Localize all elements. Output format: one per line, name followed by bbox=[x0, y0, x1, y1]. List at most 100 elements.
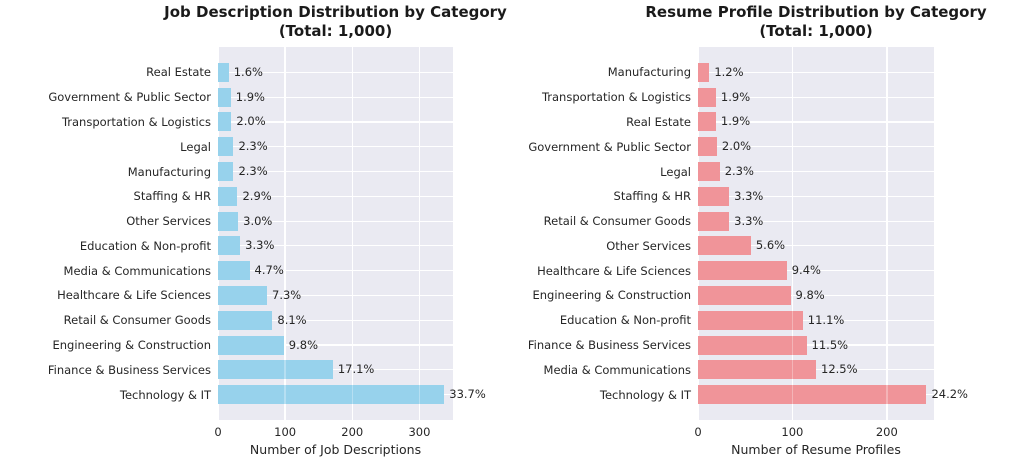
category-label-manufacturing: Manufacturing bbox=[127, 164, 211, 179]
bar-healthcare-and-life-sciences bbox=[218, 285, 267, 305]
x-tick-label: 0 bbox=[214, 425, 222, 439]
bar-education-and-non-profit bbox=[218, 236, 241, 256]
chart-job-description-distribution: Job Description Distribution by Category… bbox=[47, 3, 507, 457]
gridline-horizontal bbox=[218, 344, 453, 346]
chart-title-block: Resume Profile Distribution by Category … bbox=[645, 3, 986, 41]
bar-education-and-non-profit bbox=[698, 310, 803, 330]
bar-value-label: 4.7% bbox=[254, 263, 284, 278]
bar-value-label: 1.9% bbox=[720, 89, 751, 104]
bar-media-and-communications bbox=[218, 261, 250, 281]
bar-value-label: 2.9% bbox=[242, 188, 272, 203]
bar-value-label: 3.3% bbox=[734, 188, 764, 203]
bar-value-label: 3.3% bbox=[245, 238, 275, 253]
category-label-education-and-non-profit: Education & Non-profit bbox=[79, 238, 211, 253]
bar-value-label: 7.3% bbox=[272, 287, 302, 302]
bar-value-label: 8.1% bbox=[277, 312, 307, 327]
gridline-horizontal bbox=[218, 369, 453, 371]
gridline-vertical bbox=[351, 47, 354, 420]
gridline-horizontal bbox=[218, 195, 453, 197]
category-label-staffing-and-hr: Staffing & HR bbox=[133, 189, 211, 204]
gridline-vertical-overlay bbox=[351, 47, 354, 420]
bar-technology-and-it bbox=[218, 385, 445, 405]
chart-subtitle: (Total: 1,000) bbox=[278, 22, 393, 40]
bar-value-label: 17.1% bbox=[337, 362, 375, 377]
gridline-horizontal bbox=[218, 146, 453, 148]
bar-value-label: 1.9% bbox=[720, 114, 751, 129]
category-label-legal: Legal bbox=[660, 164, 691, 179]
bar-value-label: 1.2% bbox=[714, 64, 744, 79]
category-label-real-estate: Real Estate bbox=[626, 114, 691, 129]
bar-real-estate bbox=[698, 112, 716, 132]
gridline-vertical-overlay bbox=[418, 47, 421, 420]
gridline-vertical bbox=[217, 47, 219, 420]
x-axis-label: Number of Resume Profiles bbox=[731, 442, 901, 457]
category-label-media-and-communications: Media & Communications bbox=[63, 263, 211, 278]
gridline-horizontal bbox=[698, 270, 934, 272]
gridline-horizontal bbox=[698, 245, 934, 247]
bar-staffing-and-hr bbox=[218, 186, 238, 206]
gridline-horizontal bbox=[698, 294, 934, 297]
bar-retail-and-consumer-goods bbox=[218, 310, 273, 330]
category-label-retail-and-consumer-goods: Retail & Consumer Goods bbox=[63, 313, 211, 328]
category-label-media-and-communications: Media & Communications bbox=[543, 362, 691, 377]
bar-value-label: 11.1% bbox=[807, 312, 845, 327]
bar-value-label: 5.6% bbox=[755, 238, 786, 253]
bar-retail-and-consumer-goods bbox=[698, 211, 730, 231]
category-label-education-and-non-profit: Education & Non-profit bbox=[559, 313, 691, 328]
bar-value-label: 2.0% bbox=[236, 114, 266, 129]
bar-value-label: 1.6% bbox=[233, 64, 263, 79]
bar-value-label: 24.2% bbox=[931, 387, 968, 402]
gridline-vertical-overlay bbox=[284, 47, 286, 420]
bar-transportation-and-logistics bbox=[218, 112, 232, 132]
category-label-finance-and-business-services: Finance & Business Services bbox=[47, 362, 211, 377]
bar-government-and-public-sector bbox=[698, 137, 717, 157]
gridline-horizontal bbox=[218, 294, 453, 297]
bar-manufacturing bbox=[698, 62, 710, 82]
gridline-horizontal bbox=[698, 369, 934, 371]
category-label-technology-and-it: Technology & IT bbox=[599, 387, 691, 402]
bar-staffing-and-hr bbox=[698, 186, 730, 206]
category-label-other-services: Other Services bbox=[126, 214, 211, 229]
bar-technology-and-it bbox=[698, 385, 927, 405]
x-tick-label: 100 bbox=[781, 425, 804, 439]
gridline-horizontal bbox=[698, 96, 934, 98]
gridline-horizontal bbox=[218, 121, 453, 123]
bar-value-label: 9.8% bbox=[795, 287, 825, 302]
gridline-horizontal bbox=[698, 146, 934, 148]
category-label-engineering-and-construction: Engineering & Construction bbox=[532, 288, 691, 303]
bar-value-label: 2.3% bbox=[238, 164, 268, 179]
bar-value-label: 2.3% bbox=[724, 164, 754, 179]
gridline-vertical bbox=[791, 47, 794, 420]
bar-value-label: 33.7% bbox=[449, 387, 486, 402]
chart-title-block: Job Description Distribution by Category… bbox=[164, 3, 507, 41]
x-axis-label: Number of Job Descriptions bbox=[249, 442, 422, 457]
bar-manufacturing bbox=[218, 162, 234, 182]
bar-engineering-and-construction bbox=[218, 335, 284, 355]
bar-value-label: 9.4% bbox=[791, 263, 821, 278]
gridline-horizontal bbox=[698, 344, 934, 346]
category-label-healthcare-and-life-sciences: Healthcare & Life Sciences bbox=[537, 263, 691, 278]
category-label-retail-and-consumer-goods: Retail & Consumer Goods bbox=[543, 214, 691, 229]
bar-value-label: 9.8% bbox=[288, 337, 319, 352]
gridline-horizontal bbox=[698, 71, 934, 73]
plot-area: 1.2% 1.9% 1.9% 2.0% 2.3% 3.3% 3.3% 5.6% 9.4% 9.8%… bbox=[697, 47, 968, 420]
gridline-vertical bbox=[284, 47, 286, 420]
category-label-staffing-and-hr: Staffing & HR bbox=[613, 189, 691, 204]
bar-legal bbox=[218, 137, 234, 157]
bar-value-label: 12.5% bbox=[821, 362, 858, 377]
bar-other-services bbox=[218, 211, 239, 231]
category-label-manufacturing: Manufacturing bbox=[607, 65, 691, 80]
gridline-horizontal bbox=[218, 319, 453, 321]
category-label-healthcare-and-life-sciences: Healthcare & Life Sciences bbox=[57, 288, 211, 303]
category-label-engineering-and-construction: Engineering & Construction bbox=[52, 338, 211, 353]
category-label-real-estate: Real Estate bbox=[146, 65, 211, 80]
category-label-transportation-and-logistics: Transportation & Logistics bbox=[61, 114, 211, 129]
bar-media-and-communications bbox=[698, 360, 816, 380]
chart-title: Resume Profile Distribution by Category bbox=[645, 3, 987, 21]
bar-value-label: 11.5% bbox=[811, 337, 849, 352]
chart-title: Job Description Distribution by Category bbox=[164, 3, 507, 21]
x-tick-label: 0 bbox=[694, 425, 702, 439]
gridline-vertical bbox=[418, 47, 421, 420]
gridline-horizontal bbox=[698, 319, 934, 321]
bar-real-estate bbox=[218, 62, 229, 82]
